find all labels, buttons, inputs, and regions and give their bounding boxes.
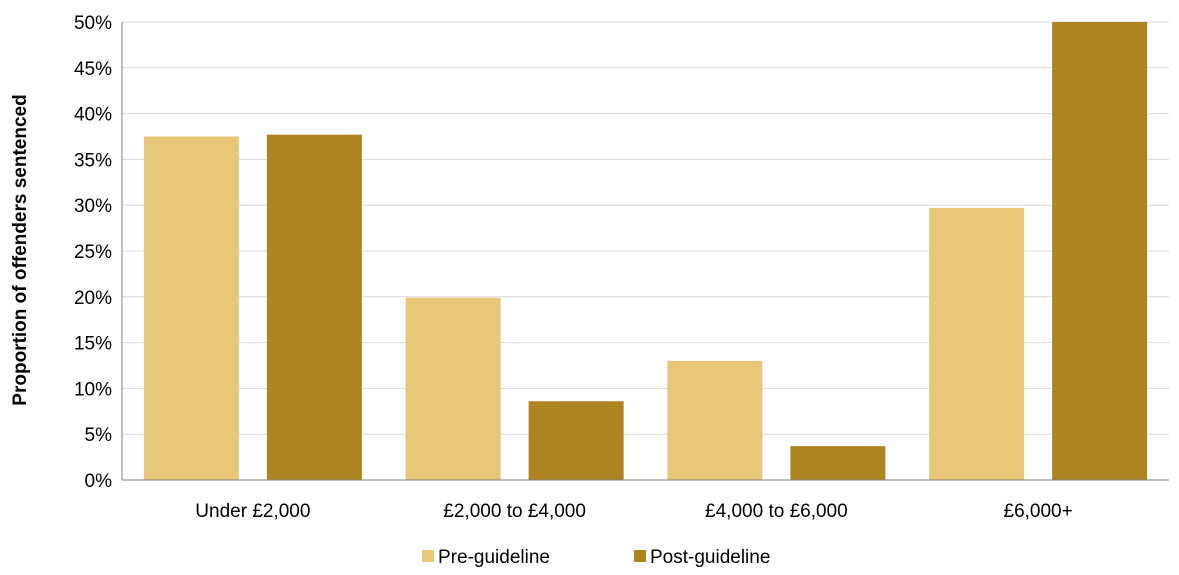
- y-tick-label: 20%: [74, 288, 112, 309]
- y-tick-label: 15%: [74, 334, 112, 355]
- y-tick-label: 0%: [85, 471, 113, 492]
- y-tick-label: 50%: [74, 13, 112, 34]
- y-tick-label: 10%: [74, 379, 112, 400]
- y-tick-label: 5%: [85, 425, 113, 446]
- bars: [143, 22, 1148, 480]
- x-category-label: £4,000 to £6,000: [705, 501, 848, 522]
- y-axis-title: Proportion of offenders sentenced: [10, 94, 31, 405]
- bar-post-guideline-1: [528, 401, 624, 480]
- y-tick-label: 25%: [74, 242, 112, 263]
- x-category-label: £2,000 to £4,000: [443, 501, 586, 522]
- bar-pre-guideline-0: [143, 136, 239, 480]
- legend-label-post-guideline: Post-guideline: [650, 547, 770, 568]
- bar-pre-guideline-1: [405, 297, 501, 480]
- legend-swatch-pre-guideline: [422, 550, 434, 562]
- bar-post-guideline-2: [790, 446, 886, 480]
- legend-label-pre-guideline: Pre-guideline: [438, 547, 550, 568]
- bar-pre-guideline-2: [667, 360, 763, 480]
- x-category-label: £6,000+: [1004, 501, 1073, 522]
- x-category-label: Under £2,000: [195, 501, 310, 522]
- bar-post-guideline-3: [1052, 22, 1148, 480]
- y-tick-label: 35%: [74, 150, 112, 171]
- axes: 0% 5% 10% 15% 20% 25% 30% 35% 40% 45% 50% Under £2,…: [74, 13, 1169, 522]
- legend-swatch-post-guideline: [634, 550, 646, 562]
- legend: Pre-guideline Post-guideline: [422, 547, 770, 568]
- y-tick-label: 30%: [74, 196, 112, 217]
- bar-post-guideline-0: [266, 134, 362, 480]
- bar-pre-guideline-3: [929, 207, 1025, 480]
- y-tick-label: 40%: [74, 105, 112, 126]
- y-tick-label: 45%: [74, 59, 112, 80]
